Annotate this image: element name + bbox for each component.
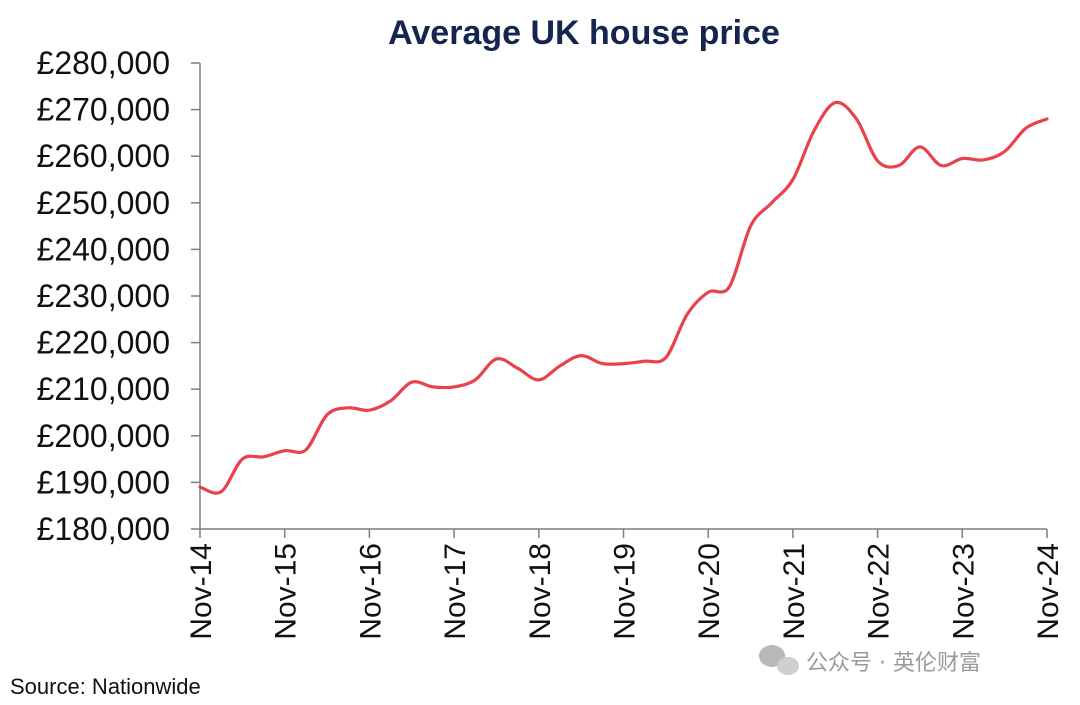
y-tick-label: £230,000 [37, 278, 170, 314]
x-tick-label: Nov-21 [778, 543, 811, 640]
y-tick-label: £200,000 [37, 418, 170, 454]
data-point [665, 356, 667, 358]
x-tick-label: Nov-22 [863, 543, 896, 640]
data-point [538, 379, 540, 381]
wechat-icon [759, 645, 799, 675]
plot-area [198, 100, 1049, 495]
data-point [347, 407, 349, 409]
watermark-text: 公众号 · 英伦财富 [806, 651, 981, 676]
x-tick-label: Nov-18 [524, 543, 557, 640]
x-tick-label: Nov-19 [609, 543, 642, 640]
data-point [771, 202, 773, 204]
x-axis: Nov-14 Nov-15 Nov-16 Nov-17 Nov-18 Nov-19 Nov-… [185, 528, 1065, 640]
x-tick-label: Nov-24 [1032, 543, 1065, 640]
y-tick-label: £210,000 [37, 371, 170, 407]
data-point [728, 286, 730, 288]
y-tick-label: £190,000 [37, 464, 170, 500]
data-point [284, 450, 286, 452]
data-point [559, 365, 561, 367]
data-point [368, 409, 370, 411]
y-tick-label: £270,000 [37, 92, 170, 128]
series-line-0 [198, 100, 1049, 495]
watermark: 公众号 · 英伦财富 [759, 645, 981, 676]
x-tick-label: Nov-23 [947, 543, 980, 640]
data-point [940, 164, 942, 166]
source-note: Source: Nationwide [10, 674, 201, 699]
data-point [432, 386, 434, 388]
data-point [1025, 127, 1027, 129]
data-point [898, 164, 900, 166]
data-point [1046, 118, 1048, 120]
data-point [1003, 150, 1005, 152]
y-tick-label: £280,000 [37, 45, 170, 81]
data-point [199, 486, 201, 488]
data-point [644, 360, 646, 362]
data-point [474, 379, 476, 381]
data-point [982, 159, 984, 161]
y-tick-label: £220,000 [37, 325, 170, 361]
y-tick-label: £240,000 [37, 231, 170, 267]
data-point [876, 160, 878, 162]
chart-title: Average UK house price [388, 14, 780, 52]
data-point [262, 456, 264, 458]
data-point [220, 491, 222, 493]
data-point [855, 118, 857, 120]
y-tick-label: £260,000 [37, 138, 170, 174]
data-point [601, 362, 603, 364]
data-point [707, 291, 709, 293]
data-point [305, 449, 307, 451]
data-point [411, 381, 413, 383]
y-axis: £180,000 £190,000 £200,000 £210,000 £220,000… [37, 45, 201, 547]
data-point [326, 414, 328, 416]
x-tick-label: Nov-14 [185, 543, 218, 640]
x-tick-label: Nov-16 [354, 543, 387, 640]
data-point [453, 386, 455, 388]
data-point [792, 178, 794, 180]
data-point [580, 354, 582, 356]
data-point [961, 157, 963, 159]
data-point [516, 367, 518, 369]
data-point [919, 146, 921, 148]
data-point [686, 313, 688, 315]
y-tick-label: £180,000 [37, 511, 170, 547]
x-tick-label: Nov-17 [439, 543, 472, 640]
x-tick-label: Nov-15 [270, 543, 303, 640]
data-point [813, 129, 815, 131]
data-point [495, 358, 497, 360]
y-tick-label: £250,000 [37, 185, 170, 221]
data-point [749, 225, 751, 227]
x-tick-label: Nov-20 [693, 543, 726, 640]
data-point [622, 362, 624, 364]
data-point [834, 101, 836, 103]
data-point [241, 458, 243, 460]
data-point [389, 400, 391, 402]
